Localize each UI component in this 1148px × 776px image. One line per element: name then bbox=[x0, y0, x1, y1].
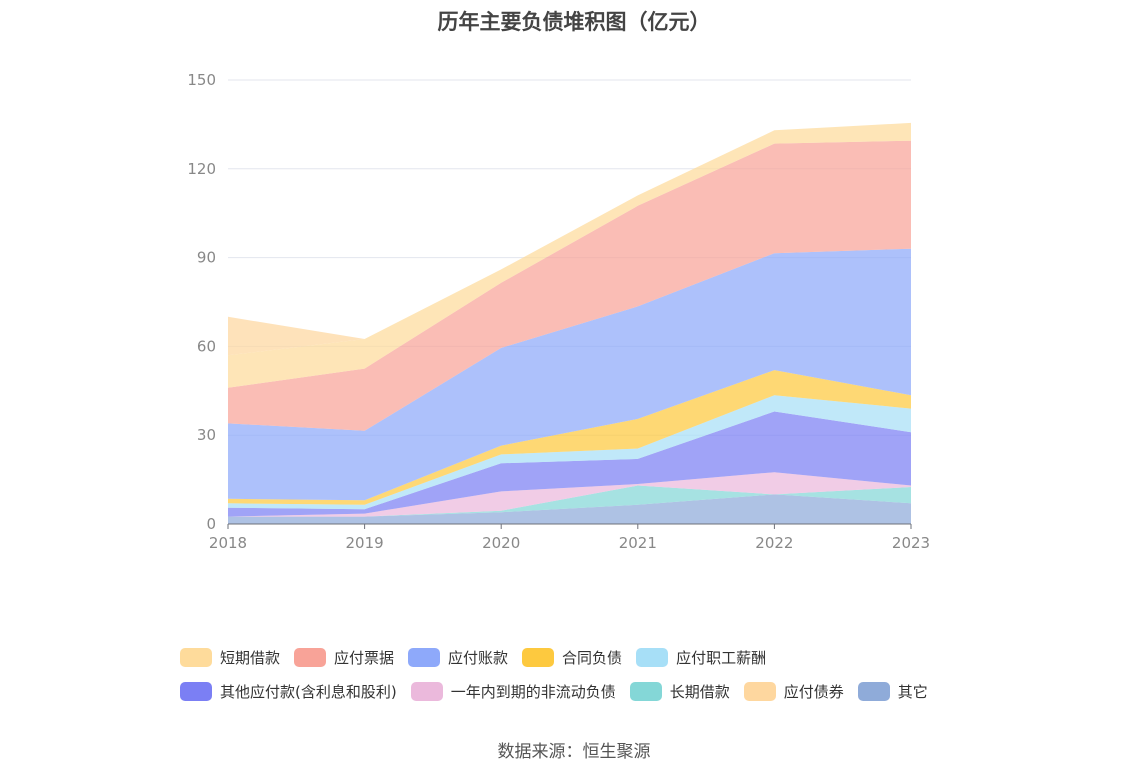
y-tick-label: 0 bbox=[206, 515, 216, 533]
legend-item[interactable]: 应付职工薪酬 bbox=[636, 647, 766, 668]
chart-title: 历年主要负债堆积图（亿元） bbox=[437, 10, 711, 34]
y-tick-label: 120 bbox=[187, 160, 216, 178]
legend-swatch bbox=[636, 647, 669, 667]
legend-label: 其它 bbox=[897, 682, 928, 701]
legend-label: 应付职工薪酬 bbox=[676, 648, 767, 667]
x-tick-label: 2021 bbox=[619, 534, 657, 552]
legend-item[interactable]: 应付票据 bbox=[294, 647, 394, 668]
legend-label: 应付债券 bbox=[783, 682, 844, 701]
y-tick-label: 30 bbox=[197, 426, 216, 444]
area-series-8[interactable] bbox=[228, 122, 911, 388]
legend-swatch bbox=[522, 647, 555, 667]
area-series bbox=[228, 122, 911, 524]
y-tick-label: 150 bbox=[187, 71, 216, 89]
legend-label: 其他应付款(含利息和股利) bbox=[220, 682, 397, 701]
area-series-3[interactable] bbox=[228, 411, 911, 517]
legend-label: 合同负债 bbox=[562, 648, 623, 667]
legend-item[interactable]: 一年内到期的非流动负债 bbox=[410, 681, 616, 702]
axes: 0 30 60 90 120 150 2018 2019 2020 2021 2022 2023 bbox=[187, 71, 930, 552]
legend-swatch bbox=[180, 647, 212, 667]
legend-row: 其他应付款(含利息和股利) 一年内到期的非流动负债 长期借款 应付债券 其它 bbox=[180, 674, 1000, 708]
stacked-area-chart: 0 30 60 90 120 150 2018 2019 2020 2021 2022 2023 bbox=[187, 71, 930, 552]
legend-label: 一年内到期的非流动负债 bbox=[450, 682, 616, 701]
data-source-note: 数据来源：恒生聚源 bbox=[497, 742, 651, 762]
legend-swatch bbox=[294, 647, 327, 667]
area-series-1[interactable] bbox=[228, 485, 911, 517]
y-tick-label: 90 bbox=[197, 249, 216, 267]
legend-item[interactable]: 其它 bbox=[857, 681, 928, 702]
legend-item[interactable]: 长期借款 bbox=[629, 681, 730, 702]
legend-label: 长期借款 bbox=[669, 682, 730, 701]
legend-swatch bbox=[410, 681, 443, 701]
legend-swatch bbox=[743, 681, 776, 701]
area-series-9[interactable] bbox=[228, 122, 911, 356]
y-tick-label: 60 bbox=[197, 337, 216, 355]
area-series-6[interactable] bbox=[228, 248, 911, 501]
legend-swatch bbox=[857, 681, 890, 701]
legend-item[interactable]: 应付账款 bbox=[408, 647, 508, 668]
legend-swatch bbox=[408, 647, 441, 667]
legend-item[interactable]: 短期借款 bbox=[180, 647, 280, 668]
x-tick-label: 2020 bbox=[482, 534, 520, 552]
x-tick-label: 2019 bbox=[346, 534, 384, 552]
x-tick-label: 2018 bbox=[209, 534, 247, 552]
area-series-4[interactable] bbox=[228, 395, 911, 510]
legend-label: 应付账款 bbox=[448, 648, 509, 667]
area-series-0[interactable] bbox=[228, 494, 911, 524]
legend: 短期借款 应付票据 应付账款 合同负债 应付职工薪酬其他应付款(含利息和股利) 一年内到期… bbox=[180, 640, 1000, 708]
legend-item[interactable]: 应付债券 bbox=[743, 681, 844, 702]
x-tick-label: 2023 bbox=[892, 534, 930, 552]
area-series-2[interactable] bbox=[228, 472, 911, 517]
area-series-5[interactable] bbox=[228, 370, 911, 505]
legend-item[interactable]: 合同负债 bbox=[522, 647, 622, 668]
area-series-7[interactable] bbox=[228, 140, 911, 431]
legend-label: 短期借款 bbox=[220, 648, 281, 667]
legend-swatch bbox=[629, 681, 662, 701]
legend-item[interactable]: 其他应付款(含利息和股利) bbox=[180, 681, 397, 702]
x-tick-label: 2022 bbox=[755, 534, 793, 552]
legend-swatch bbox=[180, 681, 212, 701]
legend-row: 短期借款 应付票据 应付账款 合同负债 应付职工薪酬 bbox=[180, 640, 1000, 674]
legend-label: 应付票据 bbox=[334, 648, 395, 667]
